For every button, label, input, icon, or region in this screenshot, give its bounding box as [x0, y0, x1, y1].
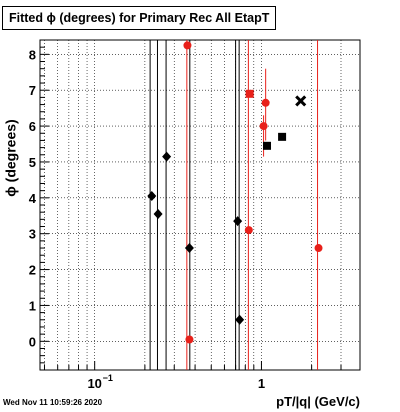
x-tick-label: 10 [87, 376, 101, 391]
cross-mark [295, 95, 307, 107]
chart-title: Fitted ϕ (degrees) for Primary Rec All E… [2, 6, 277, 30]
data-point-circle [185, 335, 194, 344]
axis-ticks [40, 39, 342, 370]
data-point-circle [244, 226, 253, 235]
data-point-diamond [162, 151, 172, 162]
plot-frame [39, 39, 361, 371]
y-axis-label: ϕ (degrees) [2, 119, 19, 197]
y-tick-label: 8 [29, 47, 36, 62]
y-tick-label: 4 [29, 191, 37, 206]
x-tick-label: 1 [258, 376, 265, 391]
y-tick-label: 5 [29, 155, 36, 170]
y-tick-label: 7 [29, 83, 36, 98]
data-point-circle [261, 98, 270, 107]
data-point-circle [183, 41, 192, 50]
data-point-square [278, 132, 287, 141]
data-point-diamond [153, 208, 163, 219]
data-point-square [245, 89, 254, 98]
grid-lines [40, 40, 360, 370]
timestamp: Wed Nov 11 10:59:26 2020 [3, 398, 103, 407]
data-point-circle [314, 244, 323, 253]
tick-labels: 0 1 2 3 4 5 6 7 8 10 −1 1 [29, 47, 265, 391]
data-point-circle [259, 122, 268, 131]
data-point-diamond [233, 216, 243, 227]
y-tick-label: 6 [29, 119, 36, 134]
y-tick-label: 2 [29, 263, 36, 278]
data-point-cross [295, 95, 307, 107]
y-tick-label: 1 [29, 298, 36, 313]
data-point-square [263, 141, 272, 150]
x-axis-label: pT/|q| (GeV/c) [276, 394, 360, 409]
y-tick-label: 0 [29, 334, 36, 349]
data-point-diamond [235, 314, 245, 325]
data-point-diamond [147, 191, 157, 202]
data-point-diamond [184, 243, 194, 254]
data-points [147, 41, 323, 344]
x-tick-exponent: −1 [103, 373, 113, 383]
y-tick-label: 3 [29, 227, 36, 242]
